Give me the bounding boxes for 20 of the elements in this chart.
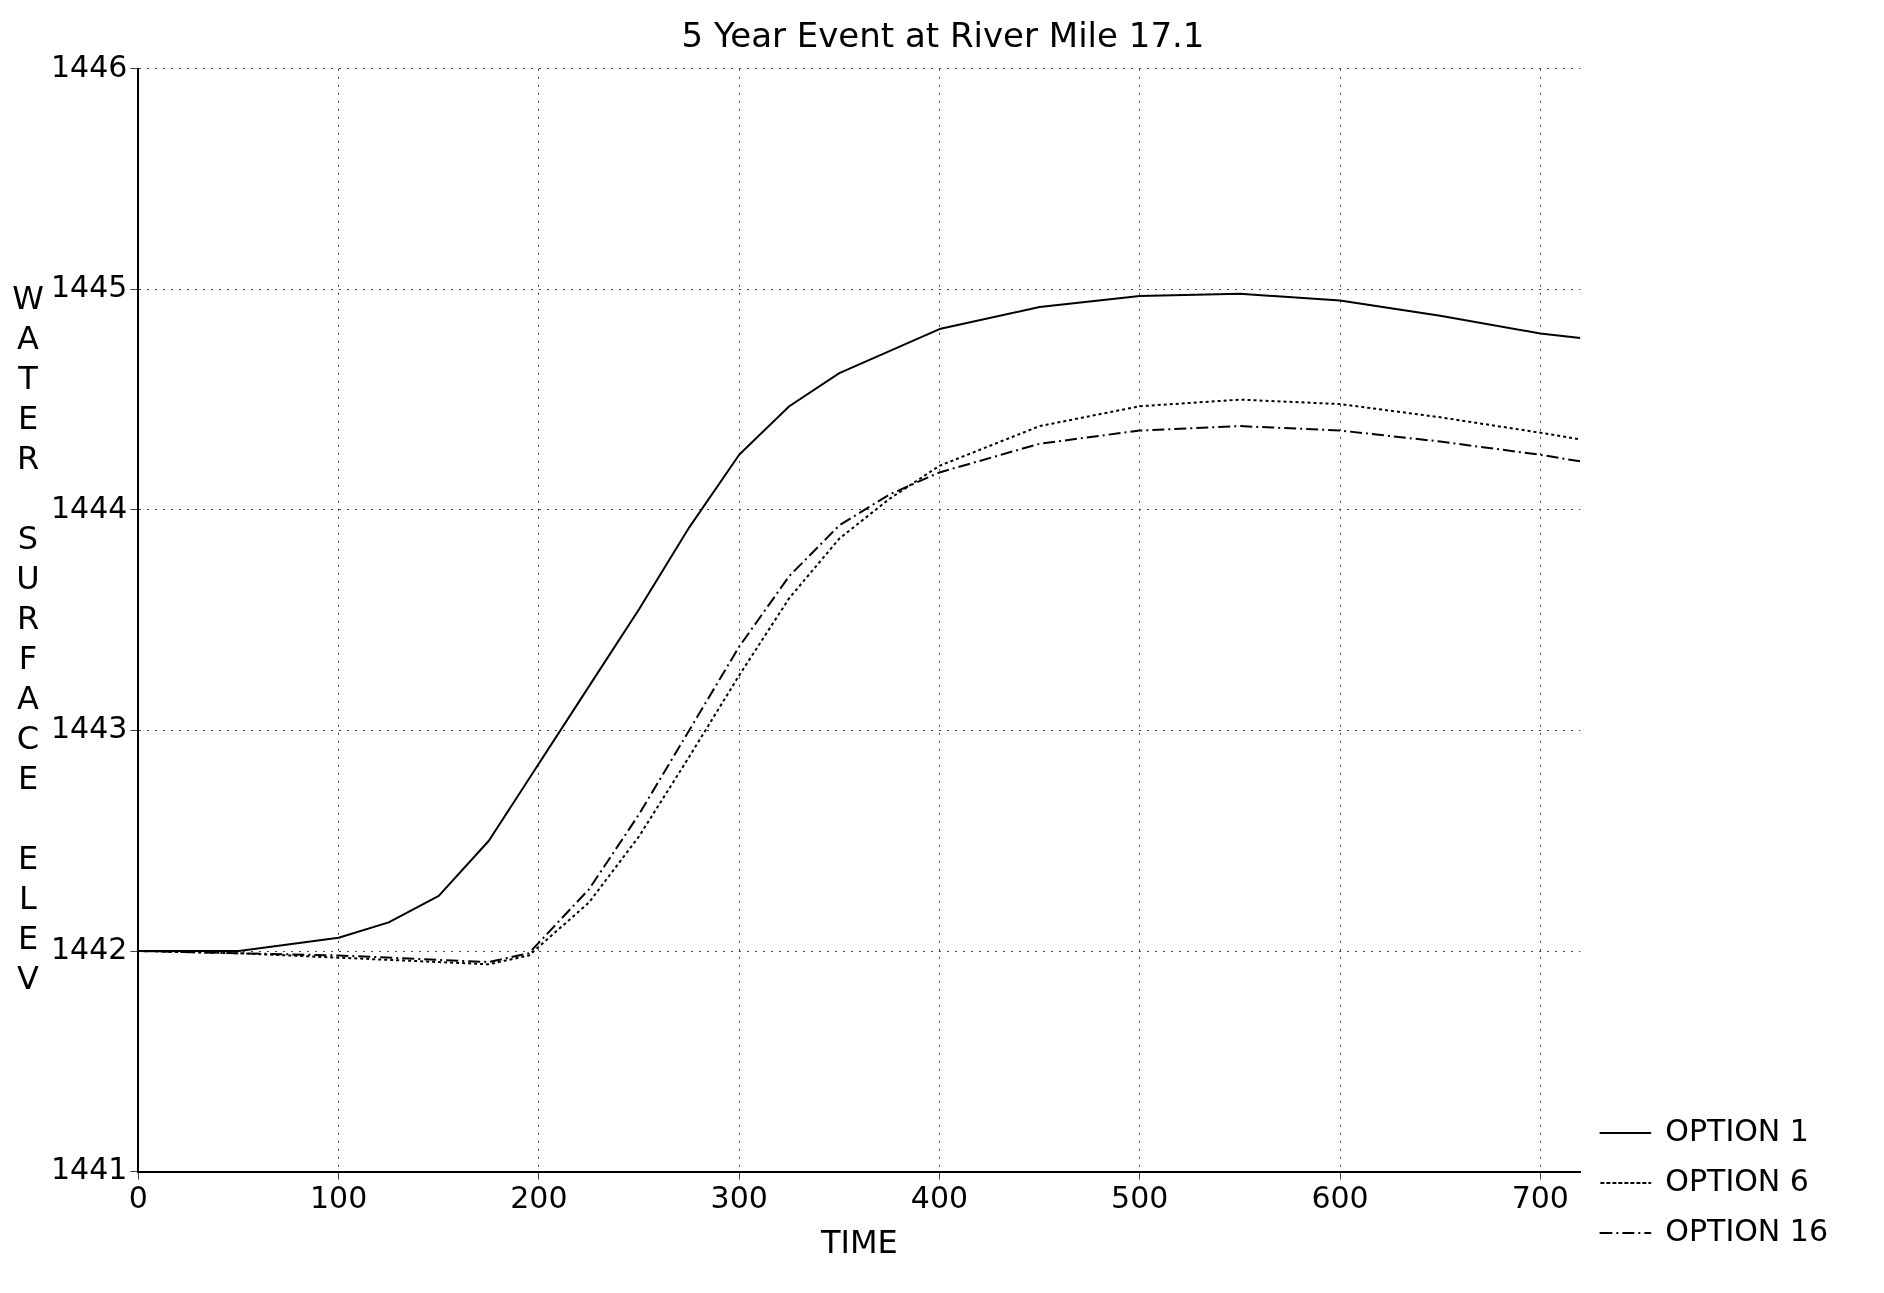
- legend-label: OPTION 1: [1665, 1112, 1809, 1148]
- x-tick-label: 200: [510, 1180, 568, 1216]
- x-tick-label: 300: [710, 1180, 768, 1216]
- y-tick-label: 1441: [50, 1151, 128, 1187]
- y-tick-label: 1442: [50, 930, 128, 966]
- x-axis-title: TIME: [819, 1223, 898, 1262]
- x-tick-label: 0: [128, 1180, 148, 1216]
- x-tick-label: 700: [1511, 1180, 1569, 1216]
- y-tick-label: 1446: [50, 48, 128, 84]
- x-tick-label: 400: [910, 1180, 969, 1216]
- x-tick-label: 500: [1111, 1180, 1169, 1216]
- y-tick-label: 1445: [50, 269, 128, 305]
- text: WATER SURFACE ELEV: [12, 279, 44, 997]
- chart-title: 5 Year Event at River Mile 17.1: [681, 15, 1205, 56]
- y-tick-label: 1444: [50, 489, 128, 525]
- legend-label: OPTION 16: [1665, 1212, 1829, 1248]
- legend-label: OPTION 6: [1665, 1162, 1809, 1198]
- y-tick-label: 1443: [50, 710, 128, 746]
- x-tick-label: 600: [1311, 1180, 1369, 1216]
- x-tick-label: 100: [309, 1180, 368, 1216]
